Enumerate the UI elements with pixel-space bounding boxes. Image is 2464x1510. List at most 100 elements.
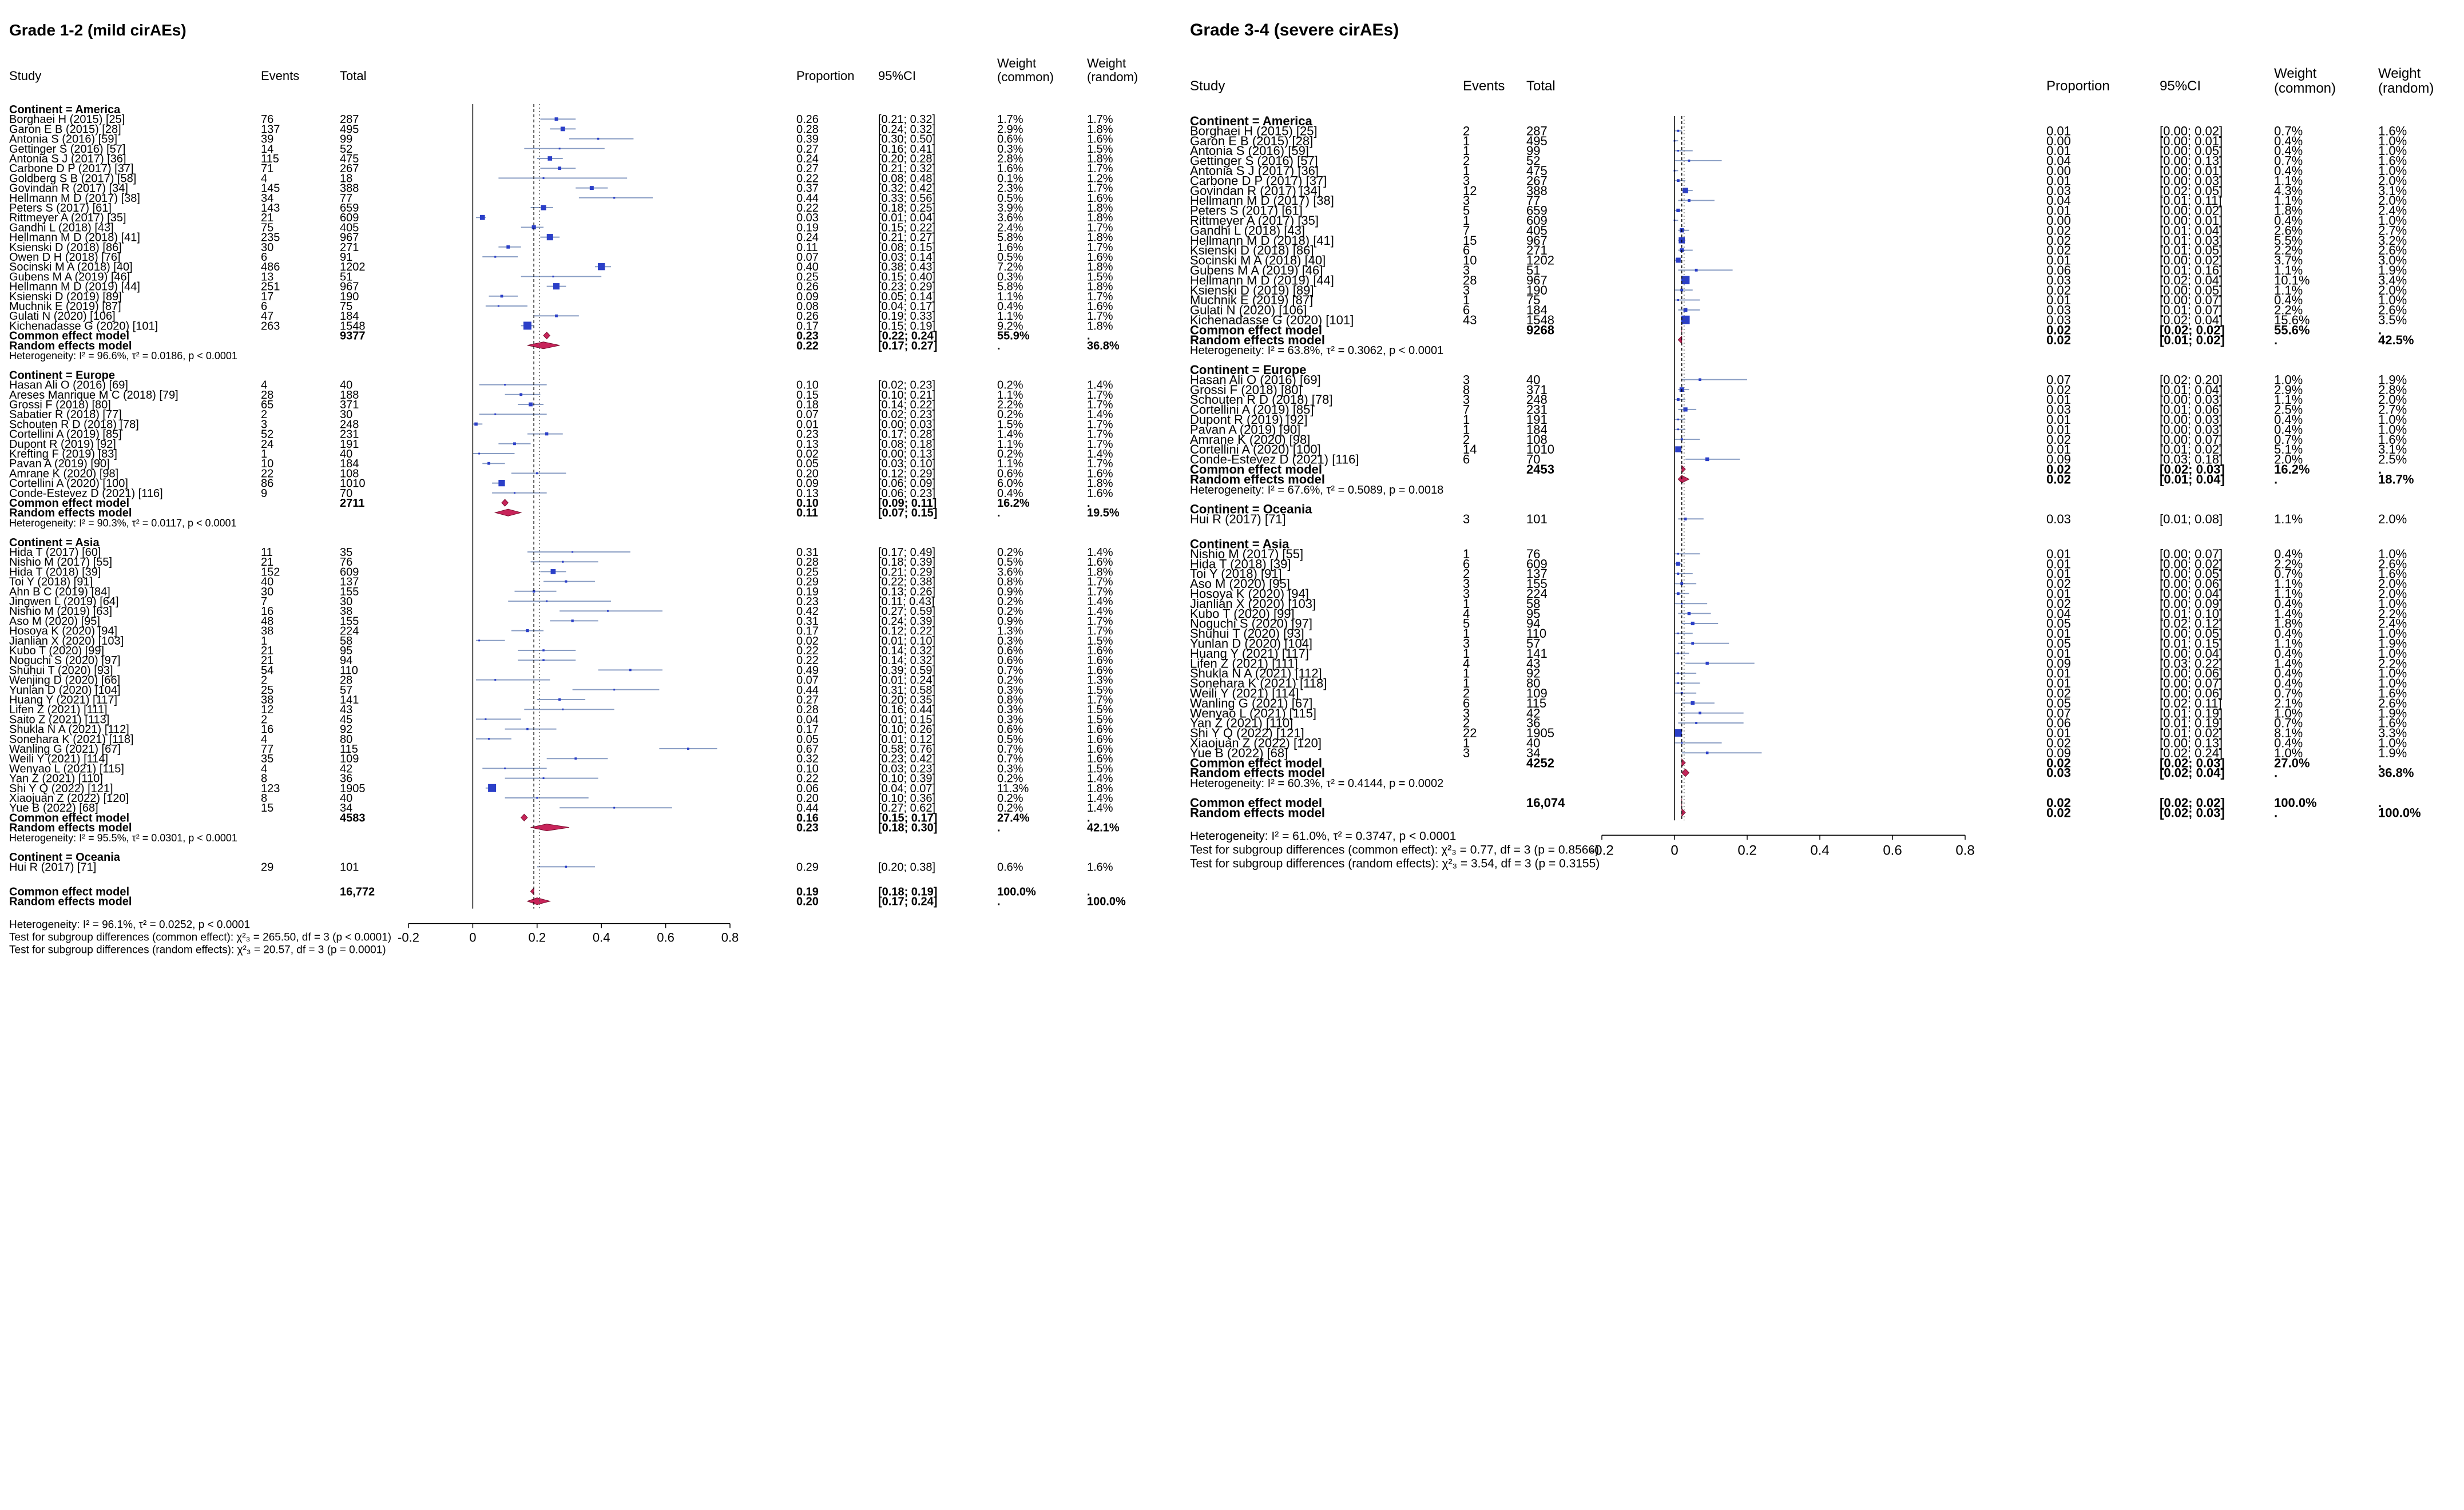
events-value: 1 <box>1463 134 1470 148</box>
events-value: 235 <box>261 232 280 244</box>
study-square <box>555 314 558 317</box>
total-value: 141 <box>340 694 359 706</box>
proportion-value: 0.20 <box>796 467 819 480</box>
proportion-value: 0.01 <box>2046 144 2071 158</box>
total-value: 495 <box>1526 134 1548 148</box>
proportion-value: 0.01 <box>2046 557 2071 571</box>
row-label-study: Borghaei H (2015) [25] <box>9 113 125 126</box>
ci-value: [0.21; 0.29] <box>878 566 935 578</box>
events-value: 12 <box>1463 184 1477 198</box>
study-square <box>558 166 562 170</box>
row-label-random: Random effects model <box>1190 333 1325 347</box>
row-label-study: Nishio M (2017) [55] <box>9 556 112 569</box>
ci-value: [0.01; 0.04] <box>878 212 935 224</box>
weight-common-value: 1.0% <box>2274 706 2303 720</box>
header-events: Events <box>1463 78 1505 94</box>
proportion-value: 0.22 <box>796 645 819 657</box>
subgroup-title: Continent = Europe <box>1190 363 1307 377</box>
weight-common-value: 1.6% <box>997 162 1023 175</box>
study-square <box>1691 642 1695 645</box>
row-label-study: Lifen Z (2021) [111] <box>1190 656 1298 670</box>
ci-value: [0.23; 0.42] <box>878 753 935 765</box>
row-label-study: Dupont R (2019) [92] <box>9 438 116 451</box>
weight-common-value: 16.2% <box>997 497 1030 510</box>
total-value: 1905 <box>1526 726 1554 740</box>
row-label-random: Random effects model <box>9 340 132 352</box>
events-value: 76 <box>261 113 273 126</box>
weight-random-value: . <box>1087 330 1090 343</box>
total-value: 4252 <box>1526 756 1554 770</box>
ci-value: [0.18; 0.19] <box>878 885 937 898</box>
proportion-value: 0.67 <box>796 743 819 756</box>
weight-common-value: 0.4% <box>997 487 1023 500</box>
total-value: 184 <box>340 310 359 323</box>
row-label-common: Common effect model <box>1190 462 1322 476</box>
ci-value: [0.01; 0.02] <box>2160 442 2223 456</box>
proportion-value: 0.00 <box>2046 213 2071 228</box>
events-value: 21 <box>261 556 273 569</box>
proportion-value: 0.26 <box>796 310 819 323</box>
study-square <box>1699 712 1701 714</box>
footer-text: Heterogeneity: I² = 61.0%, τ² = 0.3747, … <box>1190 829 1456 843</box>
total-value: 287 <box>340 113 359 126</box>
total-value: 94 <box>1526 617 1540 631</box>
ci-value: [0.10; 0.39] <box>878 773 935 785</box>
total-value: 80 <box>340 733 352 746</box>
total-value: 248 <box>340 418 359 431</box>
weight-random-value: 3.3% <box>2378 726 2407 740</box>
weight-common-value: 2.2% <box>997 399 1023 411</box>
weight-random-value: 1.6% <box>1087 192 1113 205</box>
study-square <box>550 569 556 574</box>
weight-common-value: 0.7% <box>2274 686 2303 701</box>
study-square <box>562 708 564 710</box>
total-value: 1010 <box>340 478 366 490</box>
panel-title: Grade 1-2 (mild cirAEs) <box>9 21 187 39</box>
row-label-study: Dupont R (2019) [92] <box>1190 412 1307 427</box>
weight-common-value: 0.2% <box>997 674 1023 687</box>
proportion-value: 0.04 <box>2046 154 2071 168</box>
events-value: 48 <box>261 615 273 627</box>
weight-common-value: 1.1% <box>2274 193 2303 208</box>
study-square <box>1688 159 1691 162</box>
ci-value: [0.02; 0.04] <box>2160 313 2223 327</box>
header-weight-common: Weight (common) <box>2274 66 2336 96</box>
proportion-value: 0.02 <box>2046 462 2071 476</box>
study-square <box>547 156 553 161</box>
ci-value: [0.01; 0.15] <box>878 713 935 726</box>
weight-common-value: 9.2% <box>997 320 1023 332</box>
ci-value: [0.13; 0.26] <box>878 586 935 598</box>
total-value: 659 <box>340 202 359 214</box>
weight-common-value: 7.2% <box>997 261 1023 273</box>
events-value: 1 <box>1463 213 1470 228</box>
x-tick-label: 0.2 <box>1737 843 1756 858</box>
events-value: 8 <box>261 773 267 785</box>
weight-random-value: 1.7% <box>1087 458 1113 470</box>
study-square <box>546 600 548 602</box>
weight-common-value: 55.9% <box>997 330 1030 343</box>
total-value: 91 <box>340 251 352 264</box>
weight-random-value: 1.7% <box>1087 615 1113 627</box>
proportion-value: 0.01 <box>2046 676 2071 690</box>
subgroup-title: Continent = America <box>1190 114 1312 128</box>
row-label-study: Hellmann M D (2018) [41] <box>1190 233 1334 248</box>
row-label-study: Yue B (2022) [68] <box>1190 746 1288 760</box>
row-label-study: Socinski M A (2018) [40] <box>9 261 133 273</box>
weight-random-value: 1.8% <box>1087 123 1113 136</box>
row-label-study: Shuhui T (2020) [93] <box>9 664 113 677</box>
total-value: 609 <box>1526 213 1548 228</box>
row-label-study: Yan Z (2021) [110] <box>9 773 103 785</box>
events-value: 3 <box>1463 263 1470 277</box>
total-value: 108 <box>340 467 359 480</box>
weight-common-value: 5.8% <box>997 232 1023 244</box>
study-square <box>504 767 506 769</box>
proportion-value: 0.23 <box>796 330 819 343</box>
weight-random-value: 1.6% <box>1087 724 1113 736</box>
study-square <box>1681 742 1683 744</box>
weight-common-value: 1.1% <box>997 389 1023 402</box>
events-value: 21 <box>261 645 273 657</box>
weight-random-value: 1.7% <box>1087 221 1113 234</box>
common-effect-diamond <box>543 331 550 340</box>
ci-value: [0.01; 0.24] <box>878 674 935 687</box>
ci-value: [0.03; 0.18] <box>2160 452 2223 467</box>
proportion-value: 0.01 <box>2046 666 2071 681</box>
